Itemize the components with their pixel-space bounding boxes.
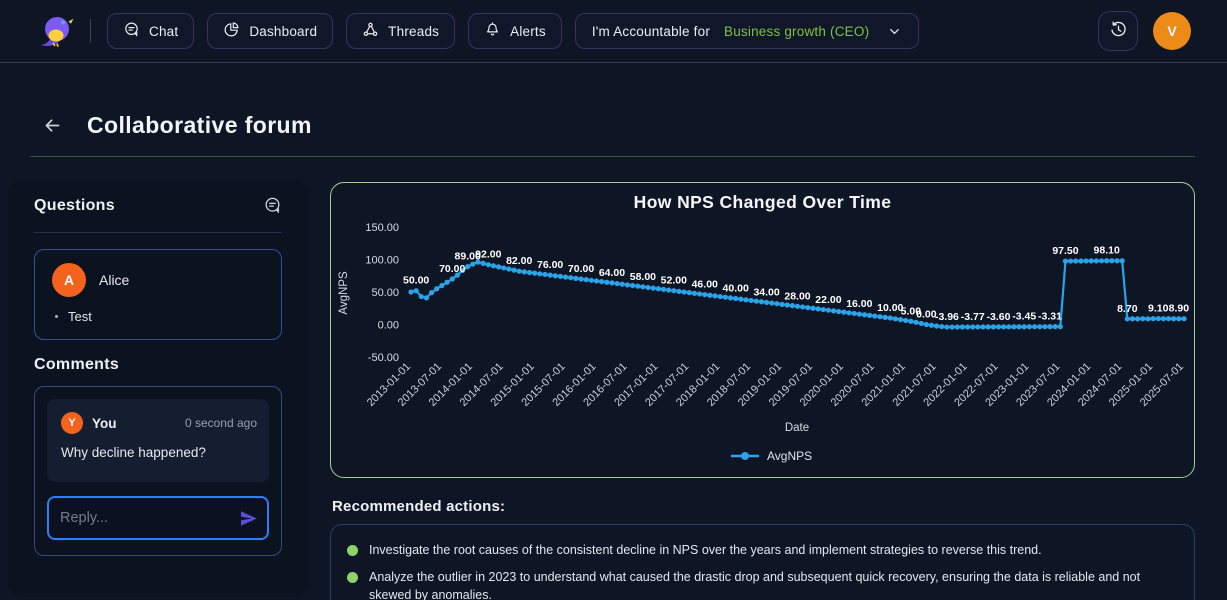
svg-text:97.50: 97.50 [1052, 245, 1078, 257]
nav-alerts-button[interactable]: Alerts [468, 13, 562, 49]
nav-threads-button[interactable]: Threads [346, 13, 456, 49]
svg-text:82.00: 82.00 [506, 255, 532, 267]
nav-alerts-label: Alerts [510, 23, 546, 39]
svg-text:-3.60: -3.60 [987, 311, 1011, 323]
comment-text: Why decline happened? [61, 445, 206, 460]
bullet-dot [55, 315, 58, 318]
recommendation-item: Investigate the root causes of the consi… [347, 542, 1164, 560]
svg-text:-3.77: -3.77 [961, 311, 985, 323]
questions-divider [34, 232, 282, 233]
bird-logo-icon [36, 11, 76, 51]
recommendations-card: Investigate the root causes of the consi… [330, 524, 1195, 600]
comments-card: Y You 0 second ago Why decline happened? [34, 386, 282, 556]
recommendation-item: Analyze the outlier in 2023 to understan… [347, 569, 1164, 600]
chat-icon [123, 21, 140, 41]
svg-text:70.00: 70.00 [439, 263, 465, 275]
comment-timestamp: 0 second ago [184, 416, 257, 430]
svg-text:150.00: 150.00 [365, 222, 399, 234]
green-bullet-icon [347, 571, 358, 583]
svg-text:-3.31: -3.31 [1038, 311, 1062, 323]
avatar: A [52, 263, 86, 297]
comment-bubble: Y You 0 second ago Why decline happened? [47, 399, 269, 482]
chart-legend[interactable]: AvgNPS [731, 449, 812, 463]
recommendation-text: Analyze the outlier in 2023 to understan… [369, 569, 1141, 600]
svg-text:-3.96: -3.96 [935, 311, 959, 323]
accountable-dropdown[interactable]: I'm Accountable for Business growth (CEO… [574, 13, 920, 49]
svg-text:AvgNPS: AvgNPS [767, 449, 812, 463]
svg-text:34.00: 34.00 [753, 286, 779, 298]
history-clock-icon [1109, 20, 1128, 42]
comment-author: You [92, 415, 117, 431]
recommendation-text: Investigate the root causes of the consi… [369, 543, 1042, 557]
green-bullet-icon [347, 545, 358, 556]
svg-text:50.00: 50.00 [371, 287, 399, 299]
accountable-value: Business growth (CEO) [724, 23, 870, 39]
svg-text:98.10: 98.10 [1094, 245, 1120, 257]
user-avatar-initial: V [1167, 23, 1177, 39]
question-card[interactable]: A Alice Test [34, 249, 282, 340]
page-title: Collaborative forum [87, 112, 312, 138]
nps-line-chart: 150.00100.0050.000.00-50.00AvgNPS2013-01… [338, 222, 1190, 463]
svg-text:10.00: 10.00 [877, 302, 903, 314]
svg-text:89.00: 89.00 [455, 251, 481, 263]
nav-chat-label: Chat [149, 23, 179, 39]
svg-text:28.00: 28.00 [784, 290, 810, 302]
recommendations-heading: Recommended actions: [332, 498, 506, 515]
svg-text:5.00: 5.00 [901, 305, 922, 317]
top-nav-bar: Chat Dashboard Threads [0, 0, 1227, 63]
svg-text:100.00: 100.00 [365, 255, 399, 267]
question-text: Test [68, 309, 92, 324]
back-arrow-icon[interactable] [42, 115, 63, 136]
reply-input-container [47, 496, 269, 540]
threads-icon [362, 21, 379, 41]
svg-text:22.00: 22.00 [815, 294, 841, 306]
send-icon[interactable] [239, 509, 258, 528]
nav-dashboard-button[interactable]: Dashboard [207, 13, 334, 49]
nav-chat-button[interactable]: Chat [107, 13, 195, 49]
nav-dashboard-label: Dashboard [249, 23, 318, 39]
svg-text:16.00: 16.00 [846, 298, 872, 310]
nps-chart-card: How NPS Changed Over Time 150.00 100.00 50… [330, 182, 1195, 478]
nav-threads-label: Threads [388, 23, 440, 39]
history-button[interactable] [1098, 11, 1138, 51]
svg-text:92.00: 92.00 [475, 249, 501, 261]
svg-text:8.70: 8.70 [1117, 303, 1138, 315]
forum-side-panel: Questions A Alice Test Comments [8, 180, 308, 597]
reply-input[interactable] [49, 510, 239, 526]
svg-text:AvgNPS: AvgNPS [338, 271, 350, 315]
avatar-initial: A [63, 272, 75, 288]
question-author: Alice [99, 272, 130, 288]
question-item[interactable]: Test [35, 297, 281, 324]
comments-heading: Comments [34, 356, 120, 373]
chart-title: How NPS Changed Over Time [633, 192, 892, 212]
svg-text:76.00: 76.00 [537, 259, 563, 271]
chevron-down-icon [887, 24, 902, 39]
svg-text:9.10: 9.10 [1148, 303, 1169, 315]
questions-heading: Questions [34, 196, 115, 214]
svg-text:58.00: 58.00 [630, 271, 656, 283]
accountable-prefix: I'm Accountable for [591, 23, 711, 39]
svg-text:0.00: 0.00 [916, 309, 937, 321]
svg-text:40.00: 40.00 [723, 283, 749, 295]
svg-text:-50.00: -50.00 [368, 352, 399, 364]
svg-text:70.00: 70.00 [568, 263, 594, 275]
title-divider [30, 156, 1195, 157]
svg-text:8.90: 8.90 [1169, 303, 1190, 315]
avatar: Y [61, 412, 83, 434]
svg-text:50.00: 50.00 [403, 275, 429, 287]
svg-text:46.00: 46.00 [692, 279, 718, 291]
header-separator [90, 19, 91, 43]
svg-text:Date: Date [785, 422, 809, 434]
alerts-icon [484, 21, 501, 41]
svg-text:64.00: 64.00 [599, 267, 625, 279]
svg-text:0.00: 0.00 [378, 320, 399, 332]
questions-chat-icon[interactable] [263, 196, 282, 215]
svg-text:52.00: 52.00 [661, 275, 687, 287]
dashboard-icon [223, 21, 240, 41]
avatar-initial: Y [68, 417, 76, 429]
svg-text:-3.45: -3.45 [1012, 311, 1036, 323]
user-avatar[interactable]: V [1153, 12, 1191, 50]
